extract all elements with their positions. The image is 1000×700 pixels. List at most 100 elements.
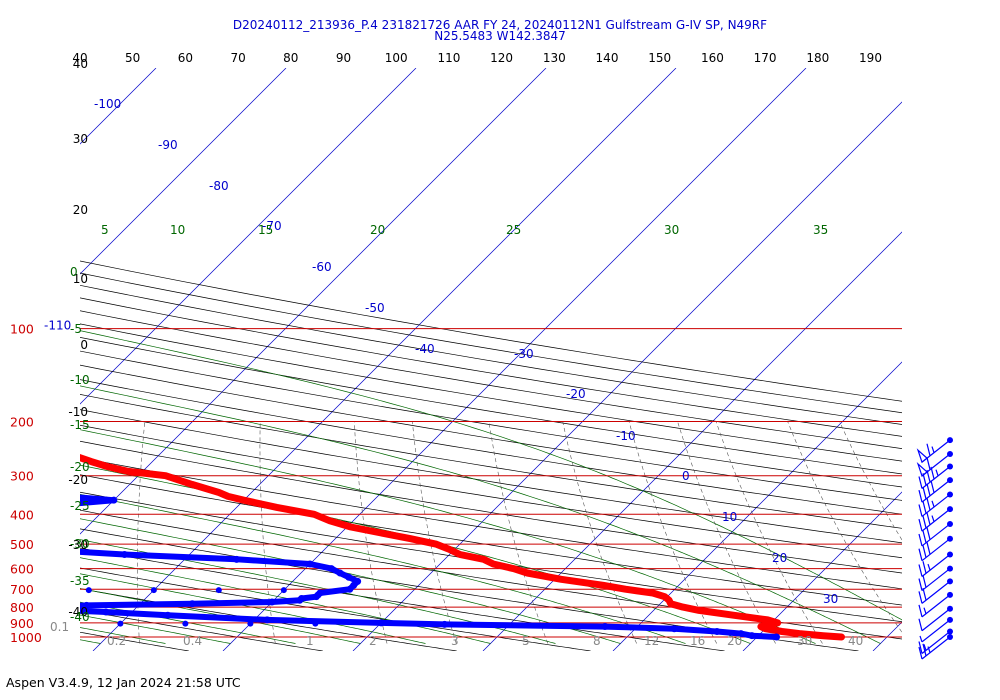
wind-barb-flag (926, 497, 931, 511)
wind-barb-staff (921, 508, 951, 532)
dewpoint-point (42, 604, 49, 611)
moist-adiabat-label-left: -30 (70, 537, 90, 551)
isotherm-line (352, 101, 902, 651)
dewpoint-point (773, 633, 780, 641)
isotherm-line (80, 68, 417, 405)
wind-barb-flag (922, 545, 927, 558)
dry-adiabat-line (80, 284, 902, 425)
wind-barb-half-flag (935, 469, 939, 476)
moist-adiabat-label-left: -35 (70, 574, 90, 588)
wind-barb-flag (926, 457, 931, 470)
moist-adiabat-line (80, 601, 296, 644)
wind-barb-flag (922, 575, 927, 588)
moist-adiabat-label: 30 (664, 223, 679, 237)
dewpoint-point (263, 616, 271, 624)
altitude-label: -40 (68, 605, 88, 619)
dewpoint-point (54, 605, 61, 612)
mixing-ratio-line (137, 421, 146, 644)
mixing-ratio-label: 2 (369, 634, 377, 648)
dewpoint-spike-point (280, 587, 287, 594)
dry-adiabat-line (80, 588, 457, 651)
isotherm-label: 0 (682, 469, 690, 483)
pressure-tick-label: 900 (10, 616, 34, 631)
wind-barb-flag (918, 618, 923, 631)
wind-barb-flag (918, 489, 923, 503)
top-temperature-label: 120 (490, 51, 513, 65)
wind-barb-flag (918, 591, 923, 604)
dewpoint-spike-point (247, 620, 254, 627)
mixing-ratio-label: 30 (797, 634, 812, 648)
dewpoint-point (188, 600, 196, 608)
dewpoint-spike-point (182, 620, 189, 627)
wind-barb-half-flag (927, 646, 931, 653)
moist-adiabat-line (80, 330, 902, 621)
isotherm-label: -40 (415, 342, 435, 356)
moist-adiabat-line (80, 493, 686, 644)
dry-adiabat-line (80, 364, 902, 501)
moist-adiabat-label: 10 (170, 223, 185, 237)
isotherm-label: -20 (566, 387, 586, 401)
isotherm-line (872, 621, 902, 651)
isotherm-label: -30 (514, 347, 534, 361)
wind-barb (918, 520, 953, 547)
dewpoint-spike-point (312, 620, 319, 627)
dewpoint-point (268, 598, 276, 606)
dry-adiabat-line (80, 440, 902, 574)
wind-barb-flag (926, 483, 931, 496)
altitude-label: 0 (80, 338, 88, 352)
moist-adiabat-line (80, 464, 751, 644)
dewpoint-spike-point (1, 607, 7, 613)
mixing-ratio-line (839, 421, 902, 541)
mixing-ratio-label: 12 (644, 634, 659, 648)
wind-barb-flag (918, 564, 923, 577)
dewpoint-spike-point (50, 506, 56, 512)
dry-adiabat-line (80, 297, 902, 437)
dewpoint-point (35, 546, 42, 553)
isotherm-line (80, 68, 287, 275)
moist-adiabat-label: 35 (813, 223, 828, 237)
wind-barb-flag (922, 515, 927, 529)
wind-barb-pennant (916, 448, 928, 464)
wind-barb (916, 437, 953, 464)
dewpoint-point (713, 628, 721, 636)
wind-barb-flag (918, 504, 923, 517)
top-temperature-label: 90 (336, 51, 351, 65)
isotherm-line (222, 68, 807, 651)
isotherm-line (612, 361, 902, 651)
wind-barb-flag (918, 519, 923, 532)
dry-adiabat-line (80, 336, 902, 475)
dewpoint-point (327, 565, 335, 573)
altitude-label: 20 (73, 203, 88, 217)
moist-adiabat-label-left: -20 (70, 460, 90, 474)
moist-adiabat-line (0, 75, 36, 644)
dewpoint-point (336, 569, 344, 577)
wind-barbs (916, 437, 953, 660)
top-temperature-label: 100 (385, 51, 408, 65)
dewpoint-point (601, 623, 609, 631)
wind-barb-flag (926, 512, 931, 525)
dewpoint-point (54, 527, 61, 534)
dewpoint-point (306, 560, 314, 568)
wind-barb-flag (922, 486, 927, 500)
wind-barb-flag (922, 473, 927, 486)
wind-barb-flag (926, 443, 931, 456)
wind-barb-half-flag (931, 515, 935, 522)
wind-barb-flag (922, 530, 927, 543)
dewpoint-profile-line (80, 494, 780, 640)
isotherm-label: -80 (209, 179, 229, 193)
altitude-label: 40 (73, 57, 88, 71)
dewpoint-spike-point (117, 620, 124, 627)
wind-barb-half-flag (919, 635, 923, 643)
dry-adiabat-line (80, 379, 902, 515)
top-temperature-label: 190 (859, 51, 882, 65)
isotherm-line (742, 491, 902, 651)
mixing-ratio-label: 8 (593, 634, 601, 648)
wind-barb-flag (926, 542, 931, 555)
wind-barb-staff (921, 580, 951, 604)
isotherm-label: 20 (772, 551, 787, 565)
top-temperature-label: 150 (648, 51, 671, 65)
isotherm-label: -60 (312, 260, 332, 274)
top-temperature-label: 130 (543, 51, 566, 65)
isotherm-label: -50 (365, 301, 385, 315)
altitude-label: -20 (68, 473, 88, 487)
